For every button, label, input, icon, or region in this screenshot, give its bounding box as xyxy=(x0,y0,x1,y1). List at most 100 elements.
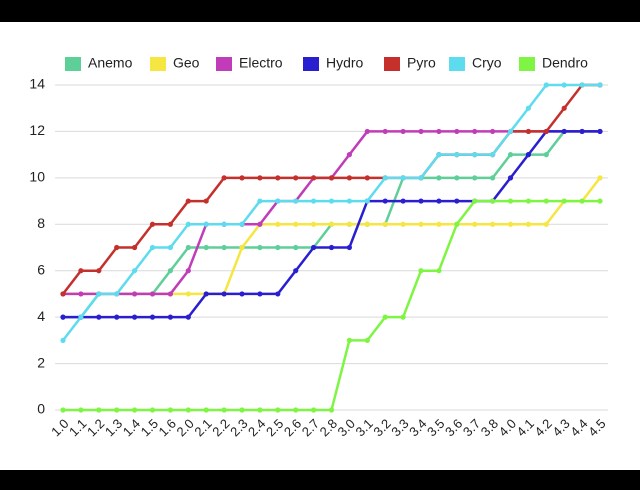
data-point xyxy=(239,175,245,181)
data-point xyxy=(382,198,388,204)
data-point xyxy=(185,198,191,204)
data-point xyxy=(114,407,120,413)
data-point xyxy=(418,175,424,181)
data-point xyxy=(436,221,442,227)
data-point xyxy=(543,82,549,88)
data-point xyxy=(597,175,603,181)
data-point xyxy=(561,105,567,111)
legend-swatch xyxy=(384,57,400,71)
data-point xyxy=(543,152,549,158)
series-line xyxy=(63,199,600,412)
y-tick-label: 6 xyxy=(37,261,45,277)
y-tick-label: 12 xyxy=(29,122,45,138)
data-point xyxy=(490,152,496,158)
data-point xyxy=(185,291,191,297)
y-tick-label: 0 xyxy=(37,401,45,417)
data-point xyxy=(293,268,299,274)
data-point xyxy=(203,198,209,204)
data-point xyxy=(311,221,317,227)
data-point xyxy=(185,268,191,274)
data-point xyxy=(239,221,245,227)
data-point xyxy=(454,152,460,158)
data-point xyxy=(203,407,209,413)
data-point xyxy=(525,128,532,135)
data-point xyxy=(418,128,424,135)
data-point xyxy=(311,244,317,251)
data-point xyxy=(293,198,299,204)
data-point xyxy=(436,175,442,181)
data-point xyxy=(132,244,138,251)
data-point xyxy=(579,198,585,204)
data-point xyxy=(257,407,263,413)
legend-swatch xyxy=(519,57,535,71)
data-point xyxy=(167,407,173,413)
data-point xyxy=(149,291,156,297)
data-point xyxy=(472,128,478,135)
data-point xyxy=(275,244,281,251)
data-point xyxy=(543,221,549,227)
data-point xyxy=(132,314,138,320)
data-point xyxy=(293,407,299,413)
data-point xyxy=(490,128,496,135)
data-point xyxy=(167,244,173,251)
data-point xyxy=(293,221,299,227)
data-point xyxy=(149,244,156,251)
data-point xyxy=(579,128,585,135)
data-point xyxy=(221,244,227,251)
data-point xyxy=(96,268,102,274)
data-point xyxy=(436,268,442,274)
legend-label: Cryo xyxy=(472,55,502,71)
data-point xyxy=(167,291,173,297)
data-point xyxy=(275,221,281,227)
y-tick-label: 10 xyxy=(29,169,45,185)
data-point xyxy=(364,128,370,135)
data-point xyxy=(149,407,156,413)
data-point xyxy=(543,128,549,135)
data-point xyxy=(132,291,138,297)
data-point xyxy=(507,128,514,135)
data-point xyxy=(346,152,352,158)
data-point xyxy=(78,314,84,320)
data-point xyxy=(400,128,406,135)
data-point xyxy=(328,244,335,251)
data-point xyxy=(203,244,209,251)
data-point xyxy=(418,198,424,204)
data-point xyxy=(561,82,567,88)
data-point xyxy=(114,314,120,320)
data-point xyxy=(167,268,173,274)
data-point xyxy=(96,407,102,413)
data-point xyxy=(275,407,281,413)
data-point xyxy=(221,407,227,413)
data-point xyxy=(400,221,406,227)
data-point xyxy=(507,175,514,181)
data-point xyxy=(597,128,603,135)
data-point xyxy=(78,268,84,274)
y-tick-label: 8 xyxy=(37,215,45,231)
data-point xyxy=(382,175,388,181)
legend-label: Geo xyxy=(173,55,200,71)
legend-swatch xyxy=(65,57,81,71)
data-point xyxy=(328,198,335,204)
data-point xyxy=(60,407,66,413)
y-tick-label: 2 xyxy=(37,354,45,370)
x-tick-label: 4.5 xyxy=(585,416,608,439)
data-point xyxy=(311,407,317,413)
data-point xyxy=(525,105,532,111)
data-point xyxy=(400,175,406,181)
data-point xyxy=(114,244,120,251)
data-point xyxy=(328,221,335,227)
data-point xyxy=(275,175,281,181)
data-point xyxy=(472,152,478,158)
series-line xyxy=(62,83,600,295)
data-point xyxy=(472,198,478,204)
data-point xyxy=(561,198,567,204)
data-point xyxy=(185,244,191,251)
data-point xyxy=(436,198,442,204)
data-point xyxy=(257,175,263,181)
data-point xyxy=(257,244,263,251)
data-point xyxy=(543,198,549,204)
data-point xyxy=(221,221,227,227)
data-point xyxy=(167,221,173,227)
legend-swatch xyxy=(303,57,319,71)
bottom-bar xyxy=(0,470,640,490)
